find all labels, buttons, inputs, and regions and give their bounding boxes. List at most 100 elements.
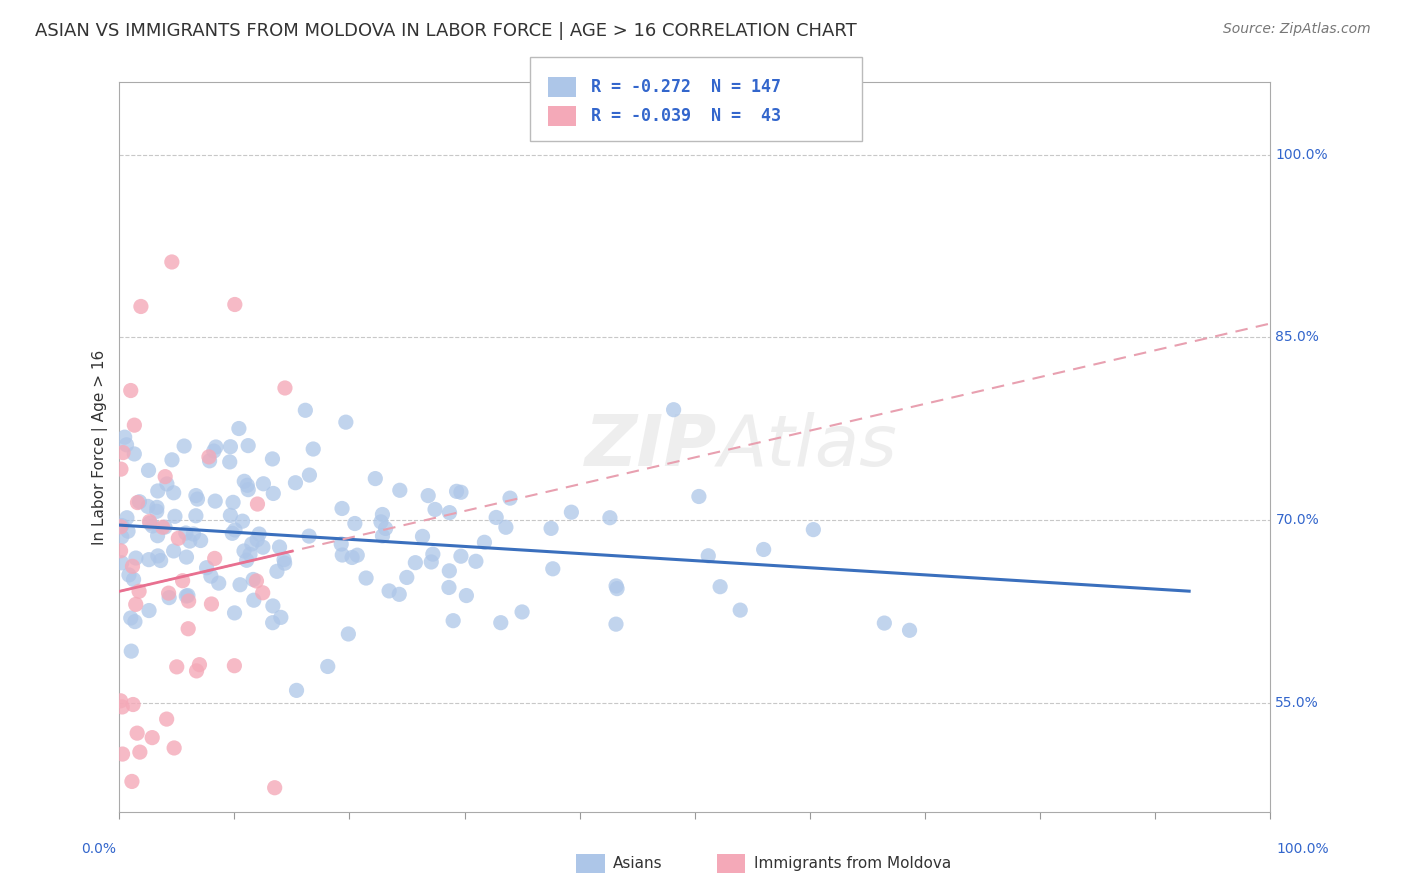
Point: [262, 615, 284, 630]
Point: [127, 495, 149, 509]
Point: [174, 526, 197, 541]
Point: [152, 520, 174, 534]
Point: [337, 627, 360, 641]
Point: [238, 483, 260, 497]
Y-axis label: In Labor Force | Age > 16: In Labor Force | Age > 16: [93, 350, 108, 545]
Point: [128, 584, 150, 599]
Point: [204, 551, 226, 566]
Point: [195, 560, 218, 574]
Point: [157, 586, 180, 600]
Point: [163, 741, 186, 756]
Point: [120, 644, 142, 658]
Point: [173, 439, 195, 453]
Point: [156, 712, 179, 726]
Point: [240, 537, 263, 551]
Point: [190, 533, 212, 548]
Point: [111, 700, 134, 714]
Point: [115, 438, 138, 452]
Point: [167, 531, 190, 545]
Point: [605, 617, 627, 632]
Point: [801, 523, 824, 537]
Point: [198, 454, 221, 468]
Point: [129, 300, 152, 314]
Point: [422, 547, 444, 561]
Point: [418, 489, 440, 503]
Point: [439, 506, 461, 520]
Point: [239, 547, 262, 561]
Point: [231, 514, 253, 528]
Point: [285, 683, 308, 698]
Point: [371, 508, 394, 522]
Text: Asians: Asians: [613, 856, 662, 871]
Point: [219, 508, 242, 523]
Point: [246, 533, 269, 547]
Point: [252, 586, 274, 600]
Point: [450, 549, 472, 564]
Text: 100.0%: 100.0%: [1277, 842, 1329, 856]
Point: [404, 556, 426, 570]
Point: [153, 469, 176, 483]
Point: [274, 381, 297, 395]
Point: [541, 562, 564, 576]
Point: [179, 534, 201, 549]
Point: [728, 603, 751, 617]
Point: [263, 780, 285, 795]
Point: [236, 478, 259, 492]
Point: [141, 731, 163, 745]
Text: R = -0.272  N = 147: R = -0.272 N = 147: [591, 78, 780, 96]
Text: Source: ZipAtlas.com: Source: ZipAtlas.com: [1223, 22, 1371, 37]
Point: [245, 574, 267, 588]
Point: [330, 537, 353, 551]
Point: [208, 576, 231, 591]
Point: [474, 535, 496, 549]
Point: [121, 559, 143, 574]
Point: [709, 580, 731, 594]
Text: 0.0%: 0.0%: [82, 842, 117, 856]
Point: [412, 529, 434, 543]
Point: [371, 529, 394, 543]
Point: [198, 450, 221, 464]
Point: [335, 415, 357, 429]
Point: [388, 587, 411, 601]
Text: ASIAN VS IMMIGRANTS FROM MOLDOVA IN LABOR FORCE | AGE > 16 CORRELATION CHART: ASIAN VS IMMIGRANTS FROM MOLDOVA IN LABO…: [35, 22, 856, 40]
Point: [346, 548, 368, 562]
Point: [139, 516, 162, 530]
Point: [110, 694, 132, 708]
Point: [560, 505, 582, 519]
Point: [163, 485, 186, 500]
Point: [141, 519, 163, 533]
Point: [218, 455, 240, 469]
Point: [115, 510, 138, 524]
Point: [898, 624, 921, 638]
Point: [138, 515, 160, 529]
Point: [378, 583, 401, 598]
Point: [120, 611, 142, 625]
Point: [177, 594, 200, 608]
Point: [330, 501, 353, 516]
Point: [273, 556, 295, 570]
Point: [485, 510, 508, 524]
Point: [224, 297, 246, 311]
Point: [510, 605, 533, 619]
Point: [124, 447, 146, 461]
Point: [370, 515, 392, 529]
Point: [456, 589, 478, 603]
Point: [186, 492, 208, 507]
Point: [186, 664, 208, 678]
Point: [662, 402, 685, 417]
Point: [122, 698, 145, 712]
Point: [599, 510, 621, 524]
Point: [437, 581, 460, 595]
Point: [138, 603, 160, 617]
Point: [243, 593, 266, 607]
Point: [284, 475, 307, 490]
Point: [124, 615, 146, 629]
Point: [224, 523, 246, 537]
Point: [270, 610, 292, 624]
Text: Atlas: Atlas: [717, 412, 897, 482]
Point: [252, 540, 274, 554]
Point: [160, 453, 183, 467]
Point: [200, 569, 222, 583]
Point: [114, 430, 136, 444]
Point: [266, 565, 288, 579]
